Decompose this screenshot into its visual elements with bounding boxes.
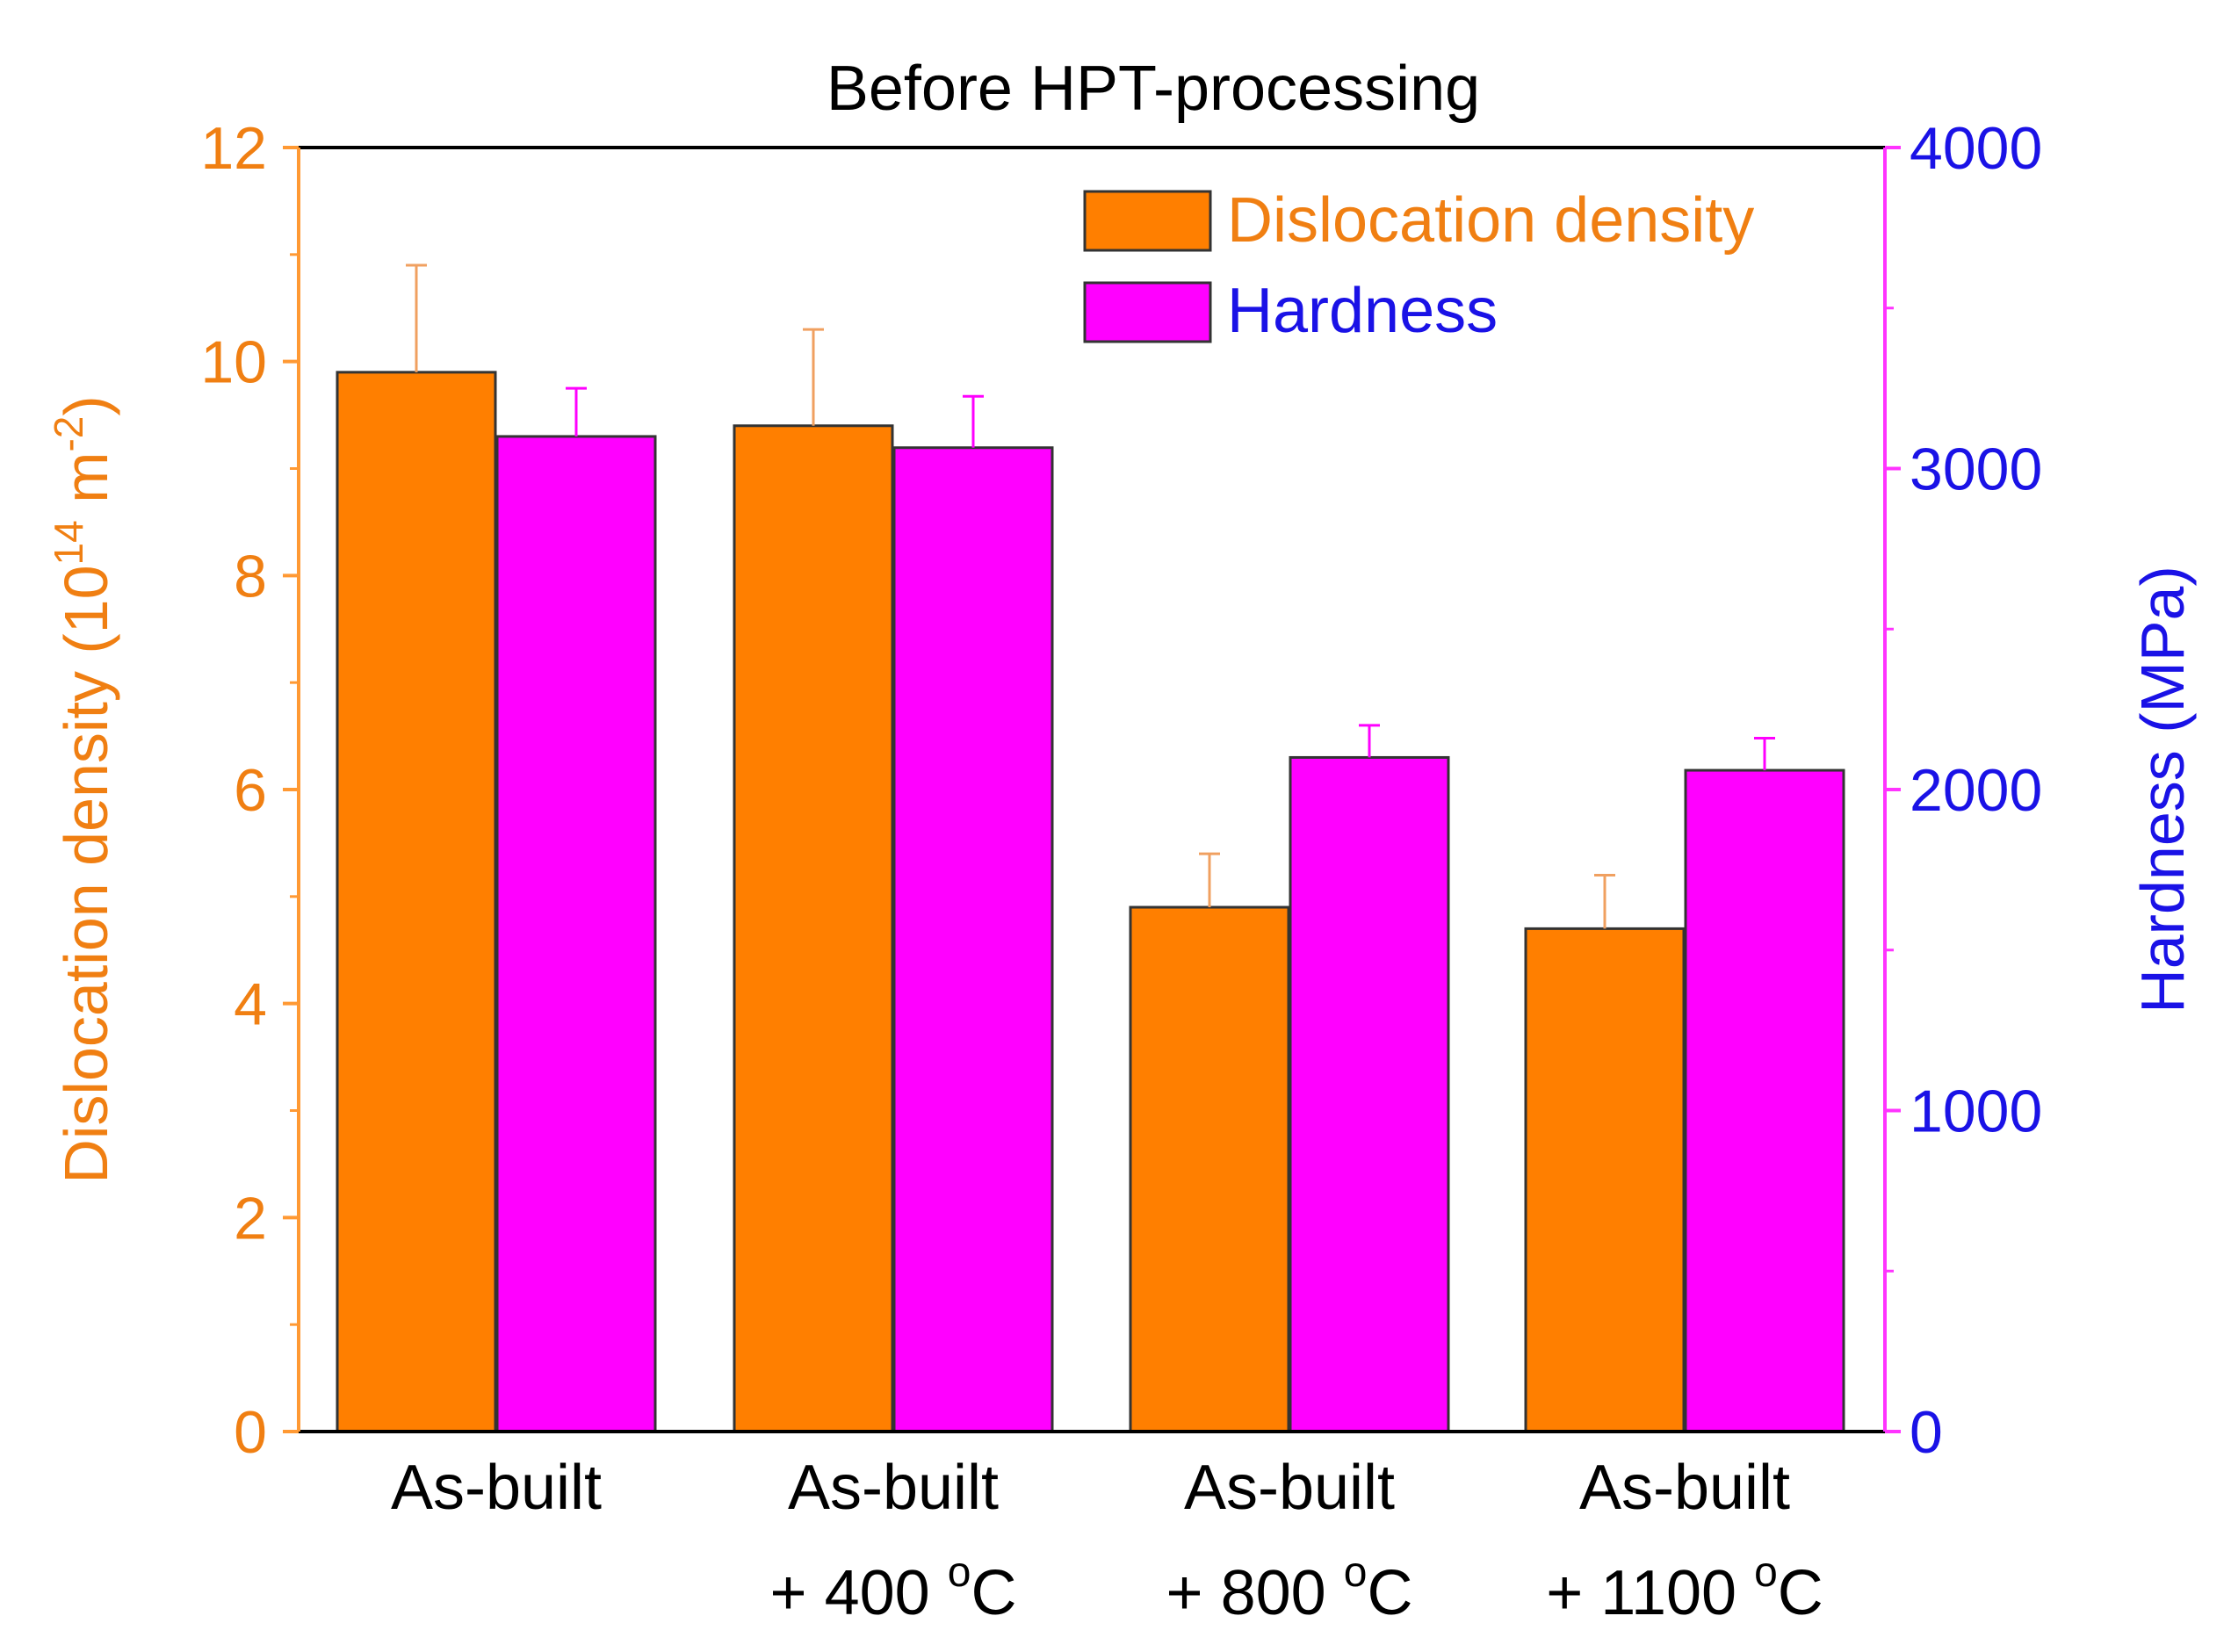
bar-dislocation-density-3 [1524,927,1686,1433]
legend: Dislocation density Hardness [1083,185,1754,346]
left-tick-label: 6 [234,757,267,824]
chart-title: Before HPT-processing [827,54,1480,124]
category-label-line1: As-built [1579,1453,1790,1523]
right-axis-ticks: 0 1000 2000 3000 4000 [1885,115,2042,1466]
left-tick-label: 4 [234,971,267,1038]
left-axis-ticks: 0 2 4 6 8 10 12 [200,115,299,1466]
category-label-line1: As-built [391,1453,602,1523]
category-label-line2: + 1100 oC [1546,1549,1823,1628]
legend-label-dislocation-density: Dislocation density [1227,185,1754,256]
legend-swatch-dislocation-density [1083,190,1212,252]
bar-hardness-3 [1684,768,1845,1433]
bar-hardness-2 [1289,755,1450,1433]
bar-dislocation-density-1 [733,424,894,1433]
left-tick-label: 12 [200,115,267,182]
right-tick-label: 1000 [1910,1078,2042,1145]
category-label-line2: + 400 oC [770,1549,1017,1628]
left-tick-label: 0 [234,1399,267,1466]
bar-dislocation-density-2 [1129,905,1290,1433]
right-tick-label: 2000 [1910,757,2042,824]
error-bars-group [406,263,1775,929]
category-labels: As-built As-built + 400 oC As-built + 800 oC… [391,1453,1823,1628]
bar-hardness-0 [495,435,657,1433]
left-tick-label: 2 [234,1185,267,1252]
category-label-line2: + 800 oC [1166,1549,1413,1628]
left-tick-label: 8 [234,543,267,610]
bar-hardness-1 [892,446,1054,1433]
legend-swatch-hardness [1083,281,1212,343]
bar-dislocation-density-0 [336,371,497,1433]
right-tick-label: 4000 [1910,115,2042,182]
category-label-line1: As-built [788,1453,999,1523]
right-axis-label: Hardness (MPa) [2128,566,2197,1014]
right-tick-label: 3000 [1910,436,2042,503]
left-tick-label: 10 [200,329,267,396]
bars-group [336,371,1845,1433]
category-label-line1: As-built [1184,1453,1395,1523]
right-tick-label: 0 [1910,1399,1943,1466]
left-axis-label: Dislocation density (1014 m-2) [46,395,120,1183]
legend-label-hardness: Hardness [1227,276,1498,346]
